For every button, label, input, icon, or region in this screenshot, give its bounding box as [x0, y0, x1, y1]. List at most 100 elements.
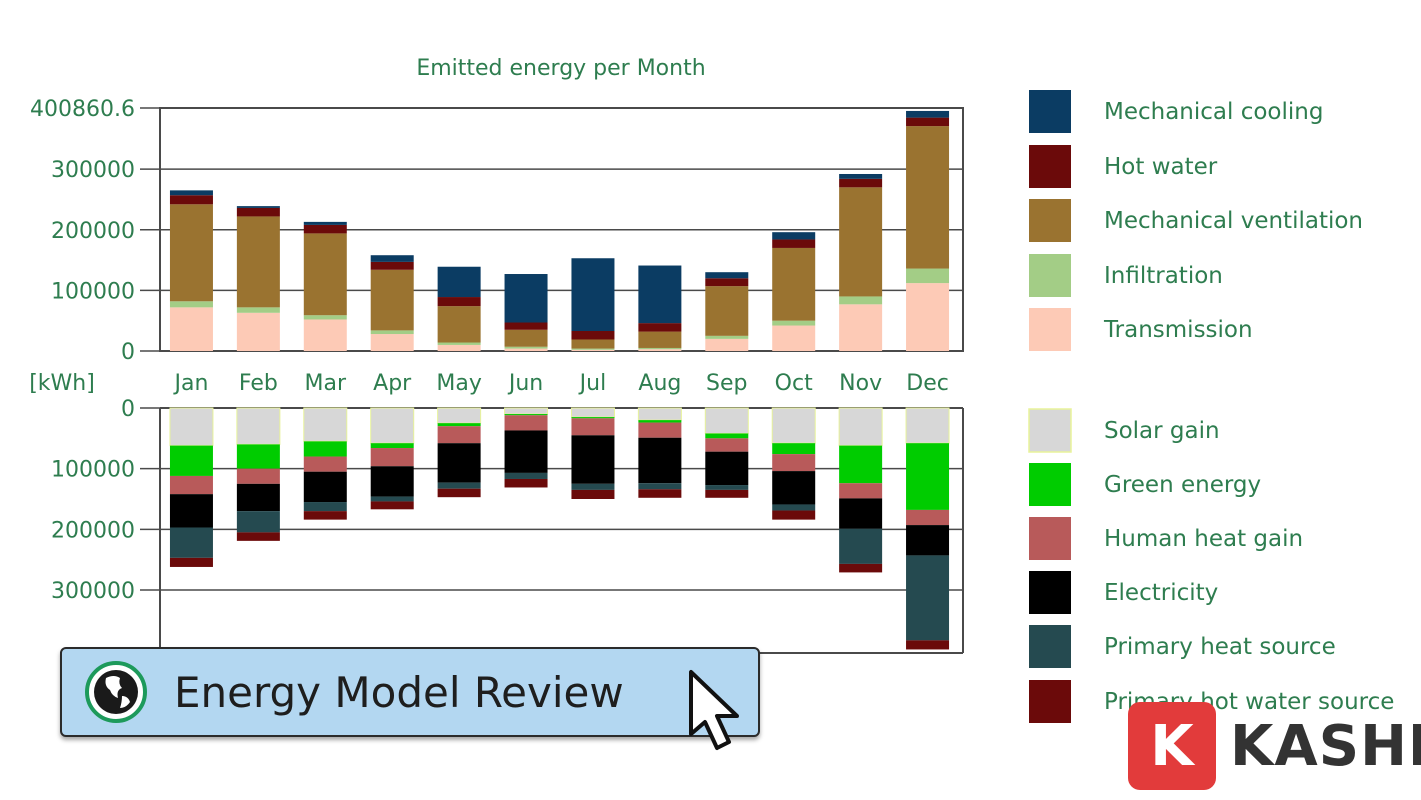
brand-badge: K: [1128, 702, 1216, 790]
upper-bar-segment: [638, 347, 682, 350]
upper-bar-segment: [705, 278, 749, 287]
upper-bar-segment: [504, 274, 548, 323]
upper-bar-segment: [638, 331, 682, 348]
legend-swatch: [1029, 145, 1071, 188]
upper-bar-segment: [705, 286, 749, 336]
legend-label: Transmission: [1103, 317, 1253, 343]
lower-bar-segment: [638, 422, 682, 438]
legend: Mechanical cooling Hot water Mechanical ve…: [1028, 90, 1394, 723]
upper-y-tick-label: 400860.6: [30, 97, 135, 122]
x-category-label: Feb: [239, 371, 278, 396]
upper-bar-segment: [169, 190, 213, 196]
upper-bar-segment: [772, 320, 816, 326]
legend-label: Infiltration: [1104, 263, 1223, 289]
lower-bar-segment: [839, 445, 883, 484]
lower-bar-segment: [638, 489, 682, 498]
lower-y-tick-label: 0: [121, 397, 135, 422]
upper-bar-segment: [236, 216, 280, 308]
upper-bar-segment: [169, 301, 213, 308]
lower-bar-segment: [437, 407, 482, 424]
lower-bar-segment: [772, 454, 816, 472]
upper-bar-segment: [839, 296, 883, 305]
lower-bar-segment: [637, 407, 682, 421]
lower-bar-segment: [839, 528, 883, 564]
unit-label: [kWh]: [29, 371, 95, 396]
lower-bar-segment: [906, 555, 950, 641]
x-category-label: Dec: [906, 371, 949, 396]
upper-bar-segment: [772, 325, 816, 351]
lower-bar-segment: [504, 430, 548, 473]
lower-bar-segment: [370, 496, 414, 502]
upper-bar-segment: [236, 207, 280, 217]
upper-bar-segment: [303, 315, 347, 320]
lower-bar-segment: [437, 488, 481, 498]
lower-bar-segment: [169, 527, 213, 558]
upper-bar-segment: [839, 187, 883, 297]
lower-bar-segment: [504, 472, 548, 479]
lower-bar-segment: [236, 407, 281, 445]
lower-bar-segment: [303, 407, 348, 442]
lower-bar-segment: [303, 441, 347, 457]
upper-bar-segment: [638, 349, 682, 351]
x-category-label: Sep: [706, 371, 747, 396]
upper-bar-segment: [705, 335, 749, 339]
x-category-label: Jun: [507, 371, 543, 396]
x-category-label: Nov: [839, 371, 882, 396]
lower-bar-segment: [169, 445, 213, 476]
legend-swatch: [1029, 90, 1071, 133]
lower-bar-segment: [839, 483, 883, 499]
upper-bar-segment: [236, 307, 280, 313]
lower-bar-segment: [906, 509, 950, 526]
upper-bar-segment: [906, 268, 950, 284]
upper-bar-segment: [504, 322, 548, 330]
lower-bar-segment: [504, 407, 549, 415]
legend-swatch: [1029, 308, 1071, 351]
upper-bar-segment: [772, 232, 816, 240]
bar-marks: [169, 110, 950, 650]
lower-bar-segment: [638, 437, 682, 484]
upper-bar-segment: [571, 258, 615, 331]
upper-bar-segment: [571, 339, 615, 349]
energy-model-review-button[interactable]: Energy Model Review: [60, 647, 760, 737]
x-category-label: Mar: [305, 371, 347, 396]
upper-bar-segment: [772, 247, 816, 321]
lower-bar-segment: [906, 443, 950, 510]
button-label: Energy Model Review: [174, 667, 624, 717]
upper-bar-segment: [169, 195, 213, 205]
legend-label: Hot water: [1104, 154, 1218, 180]
lower-bar-segment: [169, 557, 213, 567]
lower-bar-segment: [370, 466, 414, 497]
lower-bar-segment: [504, 415, 548, 431]
lower-bar-segment: [705, 433, 749, 439]
upper-y-tick-label: 200000: [51, 219, 135, 244]
upper-bar-segment: [303, 233, 347, 316]
lower-bar-segment: [838, 407, 883, 447]
lower-bar-segment: [169, 494, 213, 528]
brand-logo: K KASHI: [1128, 700, 1421, 792]
upper-y-tick-label: 300000: [51, 158, 135, 183]
lower-bar-segment: [571, 483, 615, 490]
legend-label: Solar gain: [1104, 418, 1220, 444]
upper-bar-segment: [236, 206, 280, 208]
upper-bar-segment: [906, 117, 950, 127]
upper-bar-segment: [303, 221, 347, 225]
upper-bar-segment: [370, 334, 414, 351]
lower-plot-grid: [140, 407, 964, 654]
upper-y-tick-label: 100000: [51, 279, 135, 304]
lower-bar-segment: [638, 420, 682, 423]
lower-bar-segment: [705, 485, 749, 490]
upper-bar-segment: [437, 266, 481, 298]
x-category-label: Jan: [172, 371, 208, 396]
upper-bar-segment: [772, 239, 816, 248]
lower-bar-segment: [303, 502, 347, 512]
upper-bar-segment: [370, 255, 414, 262]
lower-y-tick-label: 200000: [51, 518, 135, 543]
lower-bar-segment: [839, 498, 883, 529]
upper-bar-segment: [906, 126, 950, 269]
lower-bar-segment: [236, 444, 280, 469]
legend-swatch: [1029, 625, 1071, 668]
lower-bar-segment: [370, 501, 414, 510]
upper-bar-segment: [839, 173, 883, 179]
lower-bar-segment: [504, 478, 548, 488]
lower-bar-segment: [772, 504, 816, 511]
